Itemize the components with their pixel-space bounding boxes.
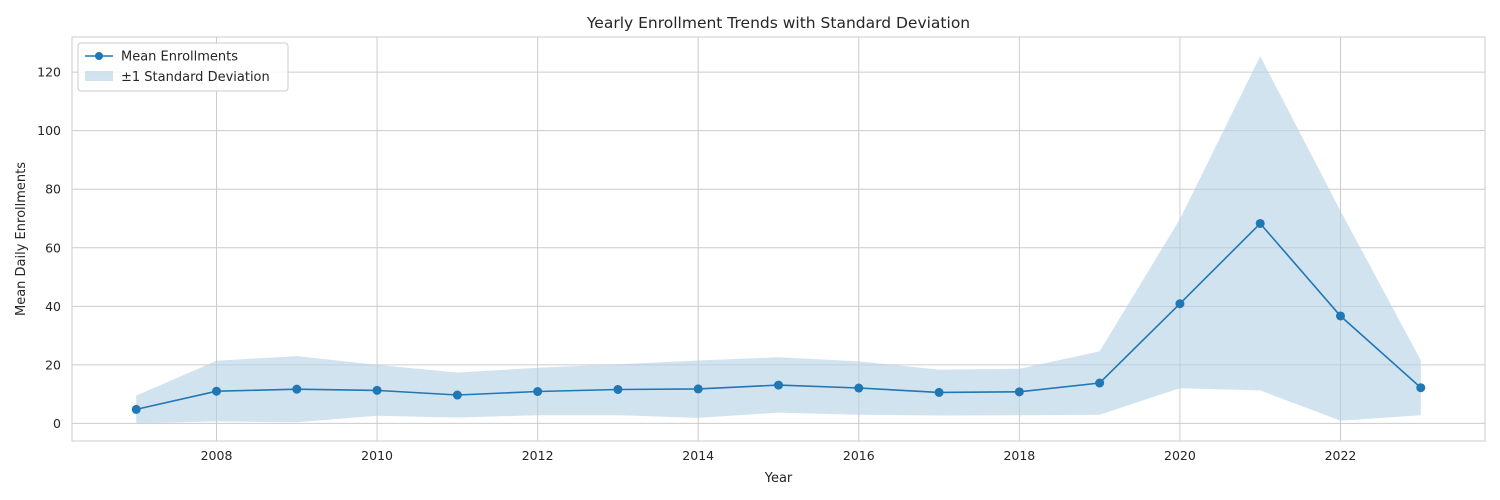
x-tick-label: 2020	[1164, 448, 1196, 463]
y-tick-label: 20	[45, 357, 61, 372]
y-axis: 0 20 40 60 80 100 120	[37, 65, 61, 431]
data-point	[1255, 218, 1265, 228]
y-tick-label: 80	[45, 182, 61, 197]
x-tick-label: 2008	[201, 448, 233, 463]
x-tick-label: 2010	[361, 448, 393, 463]
x-axis: 2008 2010 2012 2014 2016 2018 2020 2022	[201, 448, 1357, 463]
x-axis-title: Year	[764, 471, 793, 486]
data-point	[1335, 311, 1345, 321]
data-point	[533, 387, 543, 397]
data-point	[1175, 299, 1185, 309]
data-point	[1416, 383, 1426, 393]
data-point	[452, 390, 462, 400]
legend: Mean Enrollments ±1 Standard Deviation	[77, 42, 289, 92]
legend-label-mean: Mean Enrollments	[121, 50, 238, 65]
y-tick-label: 0	[53, 416, 61, 431]
data-point	[372, 385, 382, 395]
x-tick-label: 2014	[682, 448, 714, 463]
data-point	[934, 387, 944, 397]
series-mean-enrollments	[131, 218, 1426, 414]
data-point	[854, 383, 864, 393]
y-tick-label: 120	[37, 65, 61, 80]
y-tick-label: 60	[45, 240, 61, 255]
data-point	[1095, 378, 1105, 388]
legend-band-swatch	[85, 71, 113, 81]
x-tick-label: 2022	[1325, 448, 1357, 463]
y-axis-title: Mean Daily Enrollments	[14, 162, 29, 316]
data-point	[693, 384, 703, 394]
x-tick-label: 2016	[843, 448, 875, 463]
legend-label-band: ±1 Standard Deviation	[121, 70, 270, 85]
data-point	[1014, 387, 1024, 397]
data-point	[613, 384, 623, 394]
data-point	[774, 380, 783, 390]
y-tick-label: 40	[45, 299, 61, 314]
legend-marker-swatch	[95, 52, 103, 60]
std-band	[136, 56, 1421, 424]
x-tick-label: 2018	[1003, 448, 1035, 463]
legend-box	[77, 42, 289, 92]
plot-frame	[71, 36, 1486, 442]
chart-title: Yearly Enrollment Trends with Standard D…	[586, 14, 970, 32]
data-point	[212, 386, 222, 396]
data-point	[131, 404, 141, 414]
y-tick-label: 100	[37, 123, 61, 138]
data-point	[292, 384, 302, 394]
x-tick-label: 2012	[522, 448, 554, 463]
